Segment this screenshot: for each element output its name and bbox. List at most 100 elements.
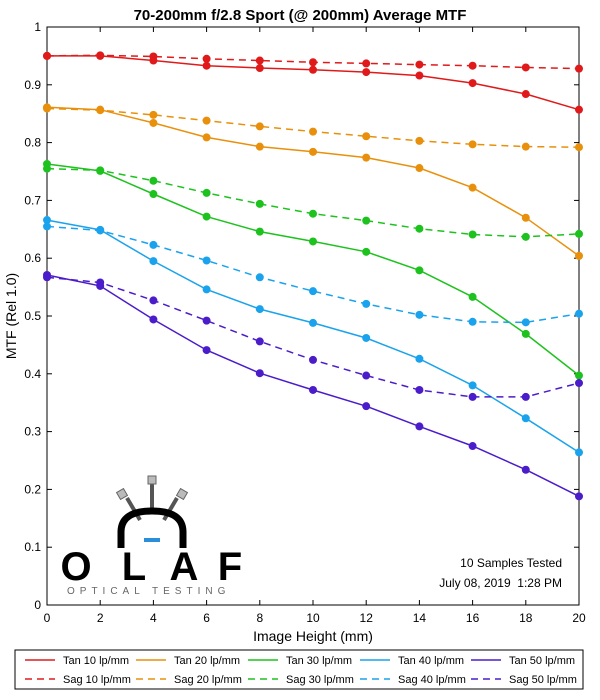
y-tick-label: 0.6 (24, 251, 41, 265)
data-point (362, 216, 371, 225)
data-point (309, 355, 317, 364)
samples-note: 10 Samples Tested (460, 556, 562, 570)
data-point (309, 58, 317, 67)
data-point (468, 392, 477, 401)
data-point (415, 310, 424, 319)
series-layer (43, 51, 583, 501)
data-point (415, 354, 424, 363)
data-point (521, 142, 530, 151)
x-tick-label: 18 (519, 611, 533, 625)
series-line (46, 225, 580, 324)
data-point (362, 402, 371, 411)
plot-area (46, 26, 580, 606)
x-tick-label: 14 (413, 611, 427, 625)
data-point (468, 230, 477, 239)
data-point (96, 106, 105, 115)
data-point (96, 278, 105, 287)
legend-label: Tan 50 lp/mm (509, 655, 575, 667)
data-point (255, 142, 264, 151)
data-point (575, 492, 583, 501)
data-point (202, 133, 211, 142)
data-point (149, 110, 158, 119)
series-sag-10-lp-mm (43, 51, 583, 73)
data-point (468, 79, 477, 88)
y-tick-label: 0.8 (24, 136, 41, 150)
data-point (309, 209, 317, 218)
data-point (415, 422, 424, 431)
series-sag-30-lp-mm (43, 164, 583, 241)
data-point (202, 316, 211, 325)
data-point (202, 285, 211, 294)
x-tick-label: 4 (150, 611, 157, 625)
x-tick-label: 2 (97, 611, 104, 625)
data-point (521, 318, 530, 327)
data-point (362, 153, 371, 162)
data-point (468, 140, 477, 149)
data-point (309, 385, 317, 394)
y-tick-label: 1 (34, 20, 41, 34)
data-point (149, 190, 158, 199)
data-point (149, 176, 158, 185)
data-point (468, 317, 477, 326)
data-point (43, 51, 51, 60)
data-point (362, 299, 371, 308)
data-point (96, 226, 105, 235)
logo-subtitle: OPTICAL TESTING (67, 586, 230, 597)
data-point (575, 143, 583, 152)
data-point (202, 188, 211, 197)
series-sag-50-lp-mm (43, 273, 583, 401)
legend (14, 649, 584, 690)
y-tick-label: 0 (34, 598, 41, 612)
legend-label: Sag 50 lp/mm (509, 674, 577, 686)
data-point (43, 273, 51, 282)
data-point (202, 61, 211, 70)
data-point (415, 60, 424, 69)
data-point (362, 333, 371, 342)
series-sag-20-lp-mm (43, 104, 583, 152)
data-point (575, 64, 583, 73)
x-tick-label: 20 (572, 611, 586, 625)
data-point (362, 68, 371, 77)
data-point (96, 166, 105, 175)
data-point (415, 71, 424, 80)
data-point (415, 224, 424, 233)
legend-label: Sag 20 lp/mm (174, 674, 242, 686)
legend-label: Tan 20 lp/mm (174, 655, 240, 667)
data-point (468, 61, 477, 70)
data-point (415, 266, 424, 275)
series-tan-20-lp-mm (43, 103, 583, 260)
data-point (309, 147, 317, 156)
data-point (96, 51, 105, 60)
data-point (202, 54, 211, 63)
data-point (521, 465, 530, 474)
data-point (575, 309, 583, 318)
y-tick-label: 0.7 (24, 193, 41, 207)
data-point (468, 442, 477, 451)
data-point (521, 63, 530, 72)
data-point (575, 371, 583, 380)
data-point (149, 257, 158, 266)
data-point (149, 118, 158, 127)
data-point (202, 346, 211, 355)
data-point (575, 105, 583, 114)
x-tick-label: 0 (44, 611, 51, 625)
legend-label: Sag 10 lp/mm (63, 674, 131, 686)
legend-label: Sag 30 lp/mm (286, 674, 354, 686)
data-point (309, 65, 317, 74)
x-tick-label: 16 (466, 611, 480, 625)
data-point (468, 292, 477, 301)
data-point (43, 104, 51, 113)
x-tick-label: 8 (256, 611, 263, 625)
data-point (309, 237, 317, 246)
olaf-logo: O L A F OPTICAL TESTING (60, 475, 242, 597)
data-point (309, 318, 317, 327)
y-tick-label: 0.5 (24, 309, 41, 323)
data-point (43, 216, 51, 225)
data-point (309, 287, 317, 296)
data-point (521, 213, 530, 222)
data-point (149, 315, 158, 324)
series-sag-40-lp-mm (43, 222, 583, 327)
y-tick-label: 0.2 (24, 482, 41, 496)
data-point (362, 371, 371, 380)
